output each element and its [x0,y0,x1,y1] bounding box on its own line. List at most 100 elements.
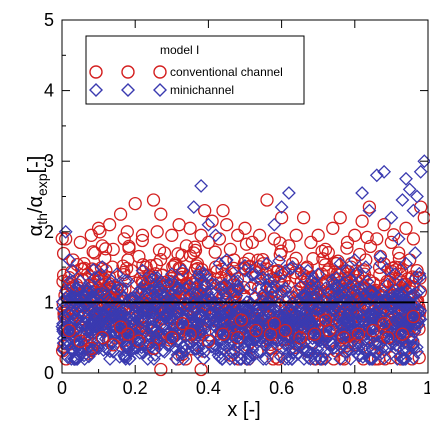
minichannel-point [308,351,323,366]
minichannel-point [246,347,261,362]
minichannel-point [408,246,423,260]
minichannel-point [197,344,212,359]
conventional-channel-point [198,203,212,218]
x-tick-label: 0.8 [342,378,367,398]
conventional-channel-point [176,316,190,331]
conventional-channel-point [388,260,402,274]
minichannel-point [342,302,357,316]
conventional-channel-point [274,211,289,225]
minichannel-point [138,313,153,328]
minichannel-point [323,300,338,315]
minichannel-point [87,313,102,328]
minichannel-point [223,294,238,309]
y-tick-label: 2 [44,222,54,242]
minichannel-point [120,274,135,289]
minichannel-point [320,300,335,314]
minichannel-point [176,311,191,325]
conventional-channel-point [95,331,109,345]
legend-diamond-marker [89,83,103,97]
minichannel-point [239,313,254,327]
minichannel-point [376,333,391,348]
minichannel-point [390,351,405,366]
minichannel-point [388,267,403,282]
minichannel-point [284,303,299,318]
minichannel-point [196,351,211,366]
minichannel-point [109,267,124,282]
conventional-channel-point [377,218,391,232]
minichannel-point [259,280,274,295]
minichannel-point [77,348,91,363]
minichannel-point [281,351,296,366]
minichannel-point [397,351,412,366]
minichannel-point [160,292,175,307]
legend-label-conventional: conventional channel [170,65,283,79]
minichannel-point [165,293,180,307]
axis-ticks: 0 0.2 0.4 0.6 0.8 1 0 1 2 3 4 5 [44,10,430,398]
conventional-channel-point [88,246,102,260]
minichannel-point [410,189,424,204]
minichannel-point [377,164,392,179]
minichannel-point [311,328,326,343]
minichannel-point [239,295,254,309]
conventional-channel-point [399,221,413,235]
conventional-channel-point [267,316,281,331]
minichannel-point [86,293,101,308]
minichannel-point [98,288,113,303]
minichannel-point [407,321,422,336]
y-tick-label: 4 [44,81,54,101]
minichannel-point [256,270,271,285]
minichannel-point [232,282,247,297]
minichannel-point [399,256,413,271]
minichannel-point [394,291,409,305]
conventional-channel-point [132,334,146,348]
conventional-channel-point [392,246,406,260]
conventional-channel-point [117,267,131,282]
minichannel-point [168,341,183,356]
minichannel-point [305,346,320,361]
minichannel-point [264,282,279,297]
conventional-channel-point [201,334,216,348]
minichannel-point [404,302,418,317]
minichannel-point [329,270,344,285]
minichannel-point [202,290,217,305]
minichannel-point [340,344,355,359]
conventional-channel-point [260,193,274,207]
minichannel-point [77,300,92,315]
minichannel-point [209,298,224,313]
minichannel-point [406,287,421,302]
minichannel-point [184,308,198,323]
conventional-channel-point [135,228,150,242]
conventional-channel-point [73,235,87,250]
minichannel-point [212,341,227,356]
y-axis-title-unit: [-] [25,156,47,174]
minichannel-point [237,298,252,313]
minichannel-point [325,273,340,288]
conventional-channel-point [326,221,340,235]
x-axis-title: x [-] [227,399,260,421]
conventional-channel-point [318,242,333,257]
conventional-channel-point [249,323,263,338]
conventional-channel-point [208,245,222,259]
conventional-channel-point [149,257,164,272]
minichannel-point [187,320,201,335]
y-tick-label: 0 [44,363,54,383]
minichannel-point [253,318,267,333]
minichannel-point [67,325,81,340]
minichannel-point [157,344,172,359]
minichannel-point [118,351,133,366]
minichannel-point [350,335,365,350]
minichannel-point [352,281,367,296]
minichannel-point [261,272,276,287]
minichannel-point [362,203,377,218]
minichannel-point [182,288,196,303]
y-axis-title-alpha: α [25,225,47,237]
x-tick-label: 0.4 [196,378,221,398]
minichannel-point [325,295,340,310]
minichannel-point [259,351,274,366]
minichannel-point [73,274,88,289]
minichannel-point [101,313,116,328]
minichannel-point [208,319,223,334]
minichannel-point [103,344,117,359]
legend-circle-marker [153,65,167,79]
minichannel-point [153,274,168,289]
